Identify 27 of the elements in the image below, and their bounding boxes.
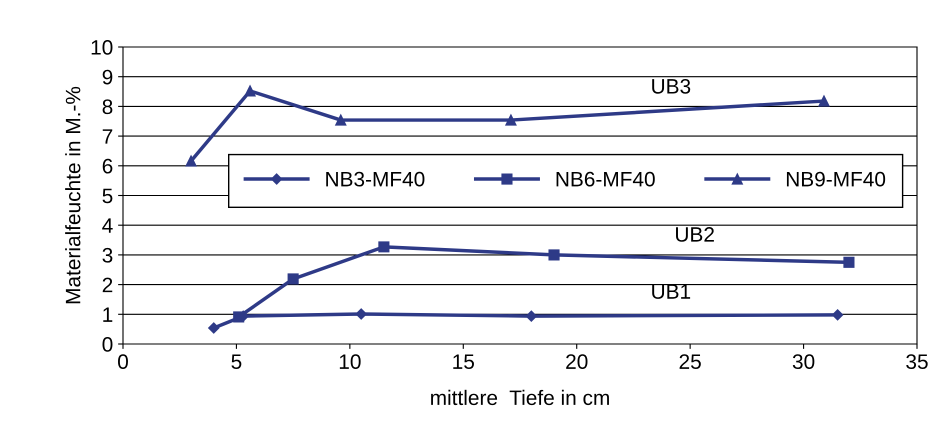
y-tick-label: 7 bbox=[102, 129, 112, 144]
annotation: UB3 bbox=[652, 78, 690, 94]
y-tick-label: 0 bbox=[102, 337, 112, 352]
legend-label: NB9-MF40 bbox=[786, 172, 886, 187]
y-tick-label: 1 bbox=[103, 308, 112, 322]
y-tick-label: 8 bbox=[102, 99, 112, 114]
x-tick-label: 35 bbox=[906, 354, 928, 370]
y-tick-label: 3 bbox=[102, 248, 112, 263]
x-tick-label: 10 bbox=[340, 354, 361, 370]
y-axis-title: Materialfeuchte in M.-% bbox=[65, 86, 80, 304]
y-tick-label: 5 bbox=[102, 188, 112, 204]
x-tick-label: 15 bbox=[453, 354, 474, 370]
y-tick-label: 2 bbox=[102, 278, 112, 292]
legend-label: NB3-MF40 bbox=[326, 172, 424, 187]
x-tick-label: 5 bbox=[231, 354, 242, 370]
x-axis-title: mittlere Tiefe in cm bbox=[431, 390, 609, 406]
annotation: UB1 bbox=[652, 284, 690, 299]
y-tick-label: 9 bbox=[102, 70, 112, 84]
y-tick-label: 4 bbox=[102, 218, 113, 233]
y-tick-label: 10 bbox=[92, 40, 112, 55]
annotation: UB2 bbox=[676, 227, 714, 242]
legend-label: NB6-MF40 bbox=[556, 172, 655, 187]
y-tick-label: 6 bbox=[102, 158, 112, 174]
x-tick-label: 20 bbox=[566, 354, 588, 370]
x-tick-label: 30 bbox=[792, 354, 814, 370]
x-tick-label: 0 bbox=[118, 354, 128, 370]
x-tick-label: 25 bbox=[680, 354, 701, 370]
